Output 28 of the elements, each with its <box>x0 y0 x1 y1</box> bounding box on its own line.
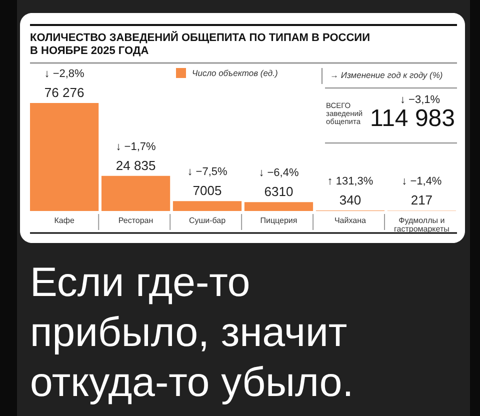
annotation: ↓ −1,7% <box>116 140 156 153</box>
x-tick-label: Чайхана <box>334 216 366 225</box>
x-tick-label: Фудмоллы и гастромаркеты <box>394 216 450 234</box>
data-label: 7005 <box>192 183 222 198</box>
bar <box>30 103 99 211</box>
data-label: 24 835 <box>116 158 156 173</box>
x-tick-label: Кафе <box>54 216 75 225</box>
chart-title: КОЛИЧЕСТВО ЗАВЕДЕНИЙ ОБЩЕПИТА ПО ТИПАМ В РОССИИ В НОЯБРЕ 2025 ГОДА <box>30 31 370 57</box>
annotation: ↓ −3,1% <box>400 94 440 106</box>
legend-label: Число объектов (ед.) <box>192 68 278 78</box>
bar <box>244 202 314 211</box>
annotation: ↓ −1,4% <box>402 176 442 188</box>
text: → Изменение год к году (%) <box>330 70 443 80</box>
bar <box>172 201 242 211</box>
x-tick-label: Пиццерия <box>260 216 298 225</box>
bar <box>101 176 170 211</box>
data-label: 340 <box>339 192 362 208</box>
x-tick-label: Суши-бар <box>188 216 226 225</box>
text: ↓ −2,8% <box>44 68 85 80</box>
annotation: ↓ −7,5% <box>187 166 228 178</box>
annotation: ↑ 131,3% <box>327 176 374 188</box>
data-label: 217 <box>410 192 433 208</box>
text: Если где-то прибыло, значит откуда-то убыло. <box>30 259 354 405</box>
x-tick-label: Ресторан <box>118 216 154 225</box>
data-label: 6310 <box>264 184 294 200</box>
data-label: 76 276 <box>44 85 84 100</box>
annotation: ↓ −6,4% <box>258 167 299 180</box>
annotation: 114 983 <box>370 105 455 132</box>
